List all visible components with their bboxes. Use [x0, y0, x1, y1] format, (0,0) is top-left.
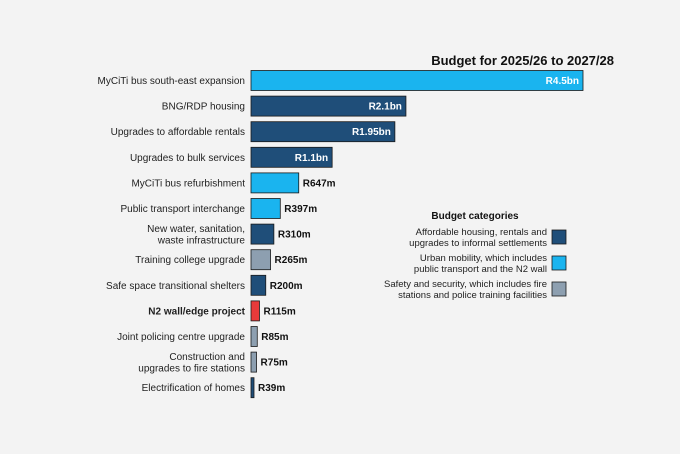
bar-bng-rdp-housing — [250, 95, 407, 117]
value-label-myciti-bus-refurbishment: R647m — [303, 178, 336, 189]
bar-myciti-bus-south-east-expansion — [250, 70, 584, 91]
value-label-joint-policing-centre-upgrade: R85m — [261, 332, 288, 343]
legend-label-safety: Safety and security, which includes fire… — [384, 279, 547, 301]
bar-safe-space-transitional-shelters — [250, 274, 267, 296]
chart-title: Budget for 2025/26 to 2027/28 — [431, 53, 614, 68]
category-label-joint-policing-centre-upgrade: Joint policing centre upgrade — [117, 332, 245, 343]
bar-construction-and-upgrades-to-fire-stations — [250, 351, 257, 373]
bar-upgrades-to-affordable-rentals — [250, 121, 396, 143]
category-label-n2-wall-edge-project: N2 wall/edge project — [148, 306, 245, 317]
category-label-myciti-bus-south-east-expansion: MyCiTi bus south-east expansion — [98, 76, 245, 87]
legend-swatch-mobility — [551, 255, 567, 271]
category-label-training-college-upgrade: Training college upgrade — [135, 255, 245, 266]
category-label-safe-space-transitional-shelters: Safe space transitional shelters — [106, 281, 245, 292]
legend-title: Budget categories — [431, 211, 519, 222]
legend-swatch-housing — [551, 229, 567, 245]
value-label-upgrades-to-bulk-services: R1.1bn — [295, 153, 328, 164]
value-label-electrification-of-homes: R39m — [258, 383, 285, 394]
value-label-training-college-upgrade: R265m — [275, 255, 308, 266]
category-label-new-water-sanitation-waste-infrastructure: New water, sanitation, waste infrastructu… — [147, 224, 245, 247]
bar-new-water-sanitation-waste-infrastructure — [250, 223, 275, 245]
category-label-upgrades-to-bulk-services: Upgrades to bulk services — [130, 153, 245, 164]
value-label-myciti-bus-south-east-expansion: R4.5bn — [546, 76, 579, 87]
bar-n2-wall-edge-project — [250, 300, 260, 322]
value-label-public-transport-interchange: R397m — [284, 204, 317, 215]
bar-public-transport-interchange — [250, 198, 281, 219]
value-label-construction-and-upgrades-to-fire-stations: R75m — [261, 358, 288, 369]
value-label-safe-space-transitional-shelters: R200m — [270, 281, 303, 292]
legend-label-housing: Affordable housing, rentals and upgrades … — [409, 227, 547, 249]
value-label-bng-rdp-housing: R2.1bn — [369, 102, 402, 113]
bar-group: MyCiTi bus south-east expansion R4.5bn BNG… — [98, 70, 584, 399]
legend-swatch-safety — [551, 281, 567, 297]
bar-upgrades-to-bulk-services — [250, 146, 333, 168]
legend: Budget categories Affordable housing, re… — [384, 211, 567, 301]
bar-myciti-bus-refurbishment — [250, 172, 300, 194]
category-label-public-transport-interchange: Public transport interchange — [120, 204, 245, 215]
bar-training-college-upgrade — [250, 249, 271, 271]
category-label-construction-and-upgrades-to-fire-stations: Construction and upgrades to fire station… — [138, 352, 245, 375]
bar-electrification-of-homes — [250, 377, 255, 399]
bar-joint-policing-centre-upgrade — [250, 326, 258, 347]
category-label-bng-rdp-housing: BNG/RDP housing — [162, 102, 245, 113]
value-label-new-water-sanitation-waste-infrastructure: R310m — [278, 230, 311, 241]
value-label-upgrades-to-affordable-rentals: R1.95bn — [352, 127, 391, 138]
category-label-myciti-bus-refurbishment: MyCiTi bus refurbishment — [131, 178, 245, 189]
value-label-n2-wall-edge-project: R115m — [263, 306, 295, 317]
category-label-electrification-of-homes: Electrification of homes — [142, 383, 245, 394]
category-label-upgrades-to-affordable-rentals: Upgrades to affordable rentals — [111, 127, 245, 138]
legend-label-mobility: Urban mobility, which includes public tra… — [414, 253, 547, 275]
